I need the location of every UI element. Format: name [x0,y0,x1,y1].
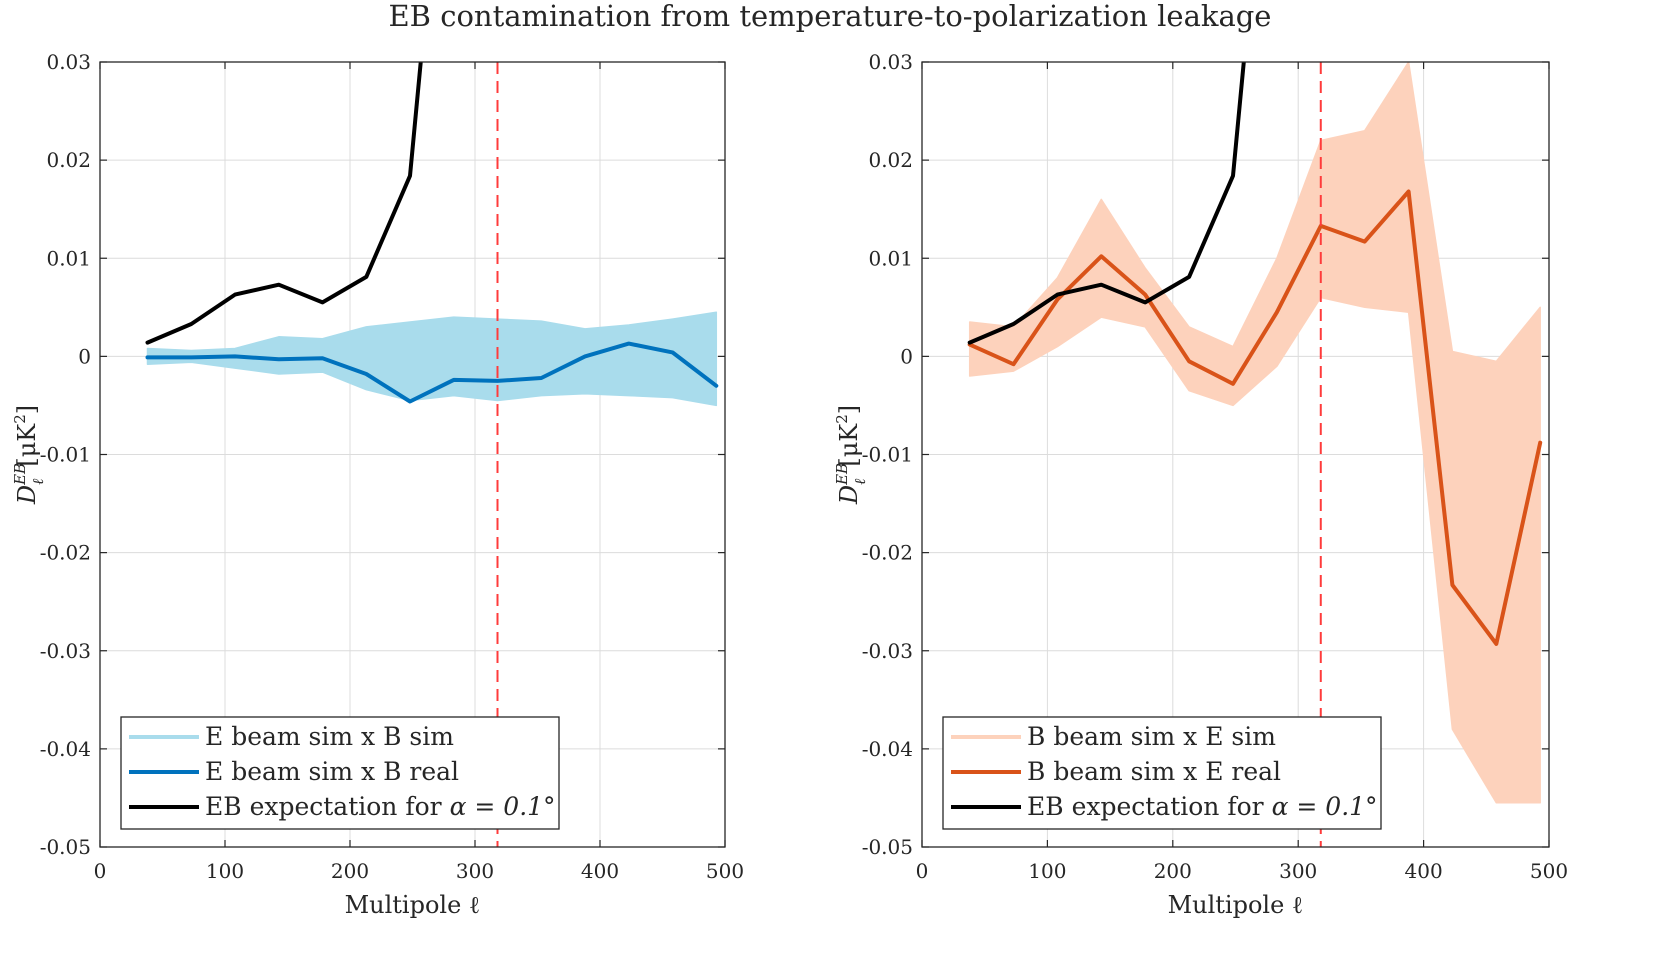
left-x-axis-label: Multipole ℓ [345,891,481,919]
right-y-tick-label: 0.03 [868,50,913,74]
left-legend-label-2: EB expectation for α = 0.1° [205,792,556,821]
right-x-tick-label: 300 [1279,859,1317,883]
left-x-tick-label: 400 [581,859,619,883]
right-legend-label-2: EB expectation for α = 0.1° [1027,792,1378,821]
right-series-1 [967,62,1246,345]
left-y-axis-label: DEBℓ[μK2] [11,405,47,505]
right-x-tick-label: 100 [1028,859,1066,883]
left-y-tick-label: 0.01 [46,246,91,270]
left-series-0 [145,341,719,404]
right-y-tick-label: -0.03 [862,639,913,663]
left-y-tick-label: 0 [78,344,91,368]
right-panel: 0 100 200 300 400 500 -0.05 -0.04 -0.03 -0.02 -0.0… [833,50,1568,919]
left-x-tick-label: 500 [706,859,744,883]
left-legend: E beam sim x B sim E beam sim x B real EB … [120,716,560,830]
left-plot-layer [145,62,719,847]
right-x-tick-label: 200 [1154,859,1192,883]
right-plot-layer [967,62,1543,847]
left-sim-band [146,311,718,407]
left-y-tick-label: -0.03 [40,639,91,663]
left-y-tick-label: 0.02 [46,148,91,172]
right-legend-label-0: B beam sim x E sim [1027,722,1276,751]
left-y-tick-label: -0.01 [40,443,91,467]
right-y-tick-label: 0.02 [868,148,913,172]
left-x-tick-label: 0 [94,859,107,883]
figure-title: EB contamination from temperature-to-pol… [389,0,1272,33]
left-y-tick-label: 0.03 [46,50,91,74]
right-y-tick-label: -0.01 [862,443,913,467]
left-y-tick-label: -0.05 [40,835,91,859]
left-legend-label-1: E beam sim x B real [205,757,459,786]
right-y-tick-label: 0.01 [868,246,913,270]
left-x-tick-label: 300 [456,859,494,883]
right-x-tick-label: 500 [1530,859,1568,883]
right-x-axis-label: Multipole ℓ [1168,891,1304,919]
right-y-tick-label: -0.04 [862,737,913,761]
right-sim-band [968,62,1541,804]
right-y-axis-label: DEBℓ[μK2] [833,405,869,505]
right-legend: B beam sim x E sim B beam sim x E real EB … [942,716,1382,830]
left-x-tick-label: 100 [206,859,244,883]
left-y-tick-label: -0.04 [40,737,91,761]
right-x-tick-label: 0 [916,859,929,883]
right-x-tick-label: 400 [1405,859,1443,883]
left-x-tick-label: 200 [331,859,369,883]
right-legend-label-1: B beam sim x E real [1027,757,1281,786]
right-y-tick-label: 0 [900,344,913,368]
left-legend-label-0: E beam sim x B sim [205,722,454,751]
left-series-1 [145,62,423,345]
left-y-tick-label: -0.02 [40,541,91,565]
left-panel: 0 100 200 300 400 500 -0.05 -0.04 -0.03 -0.02 -0.0… [11,50,744,919]
right-y-tick-label: -0.02 [862,541,913,565]
right-y-tick-label: -0.05 [862,835,913,859]
